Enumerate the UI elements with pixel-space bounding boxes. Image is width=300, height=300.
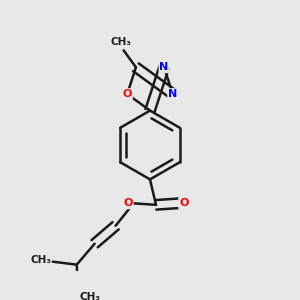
Text: CH₃: CH₃	[30, 255, 51, 265]
Text: O: O	[123, 89, 132, 99]
Text: O: O	[124, 198, 133, 208]
Text: O: O	[179, 198, 188, 208]
Text: N: N	[159, 62, 169, 72]
Text: N: N	[168, 89, 177, 99]
Text: CH₃: CH₃	[80, 292, 101, 300]
Text: CH₃: CH₃	[110, 38, 131, 47]
